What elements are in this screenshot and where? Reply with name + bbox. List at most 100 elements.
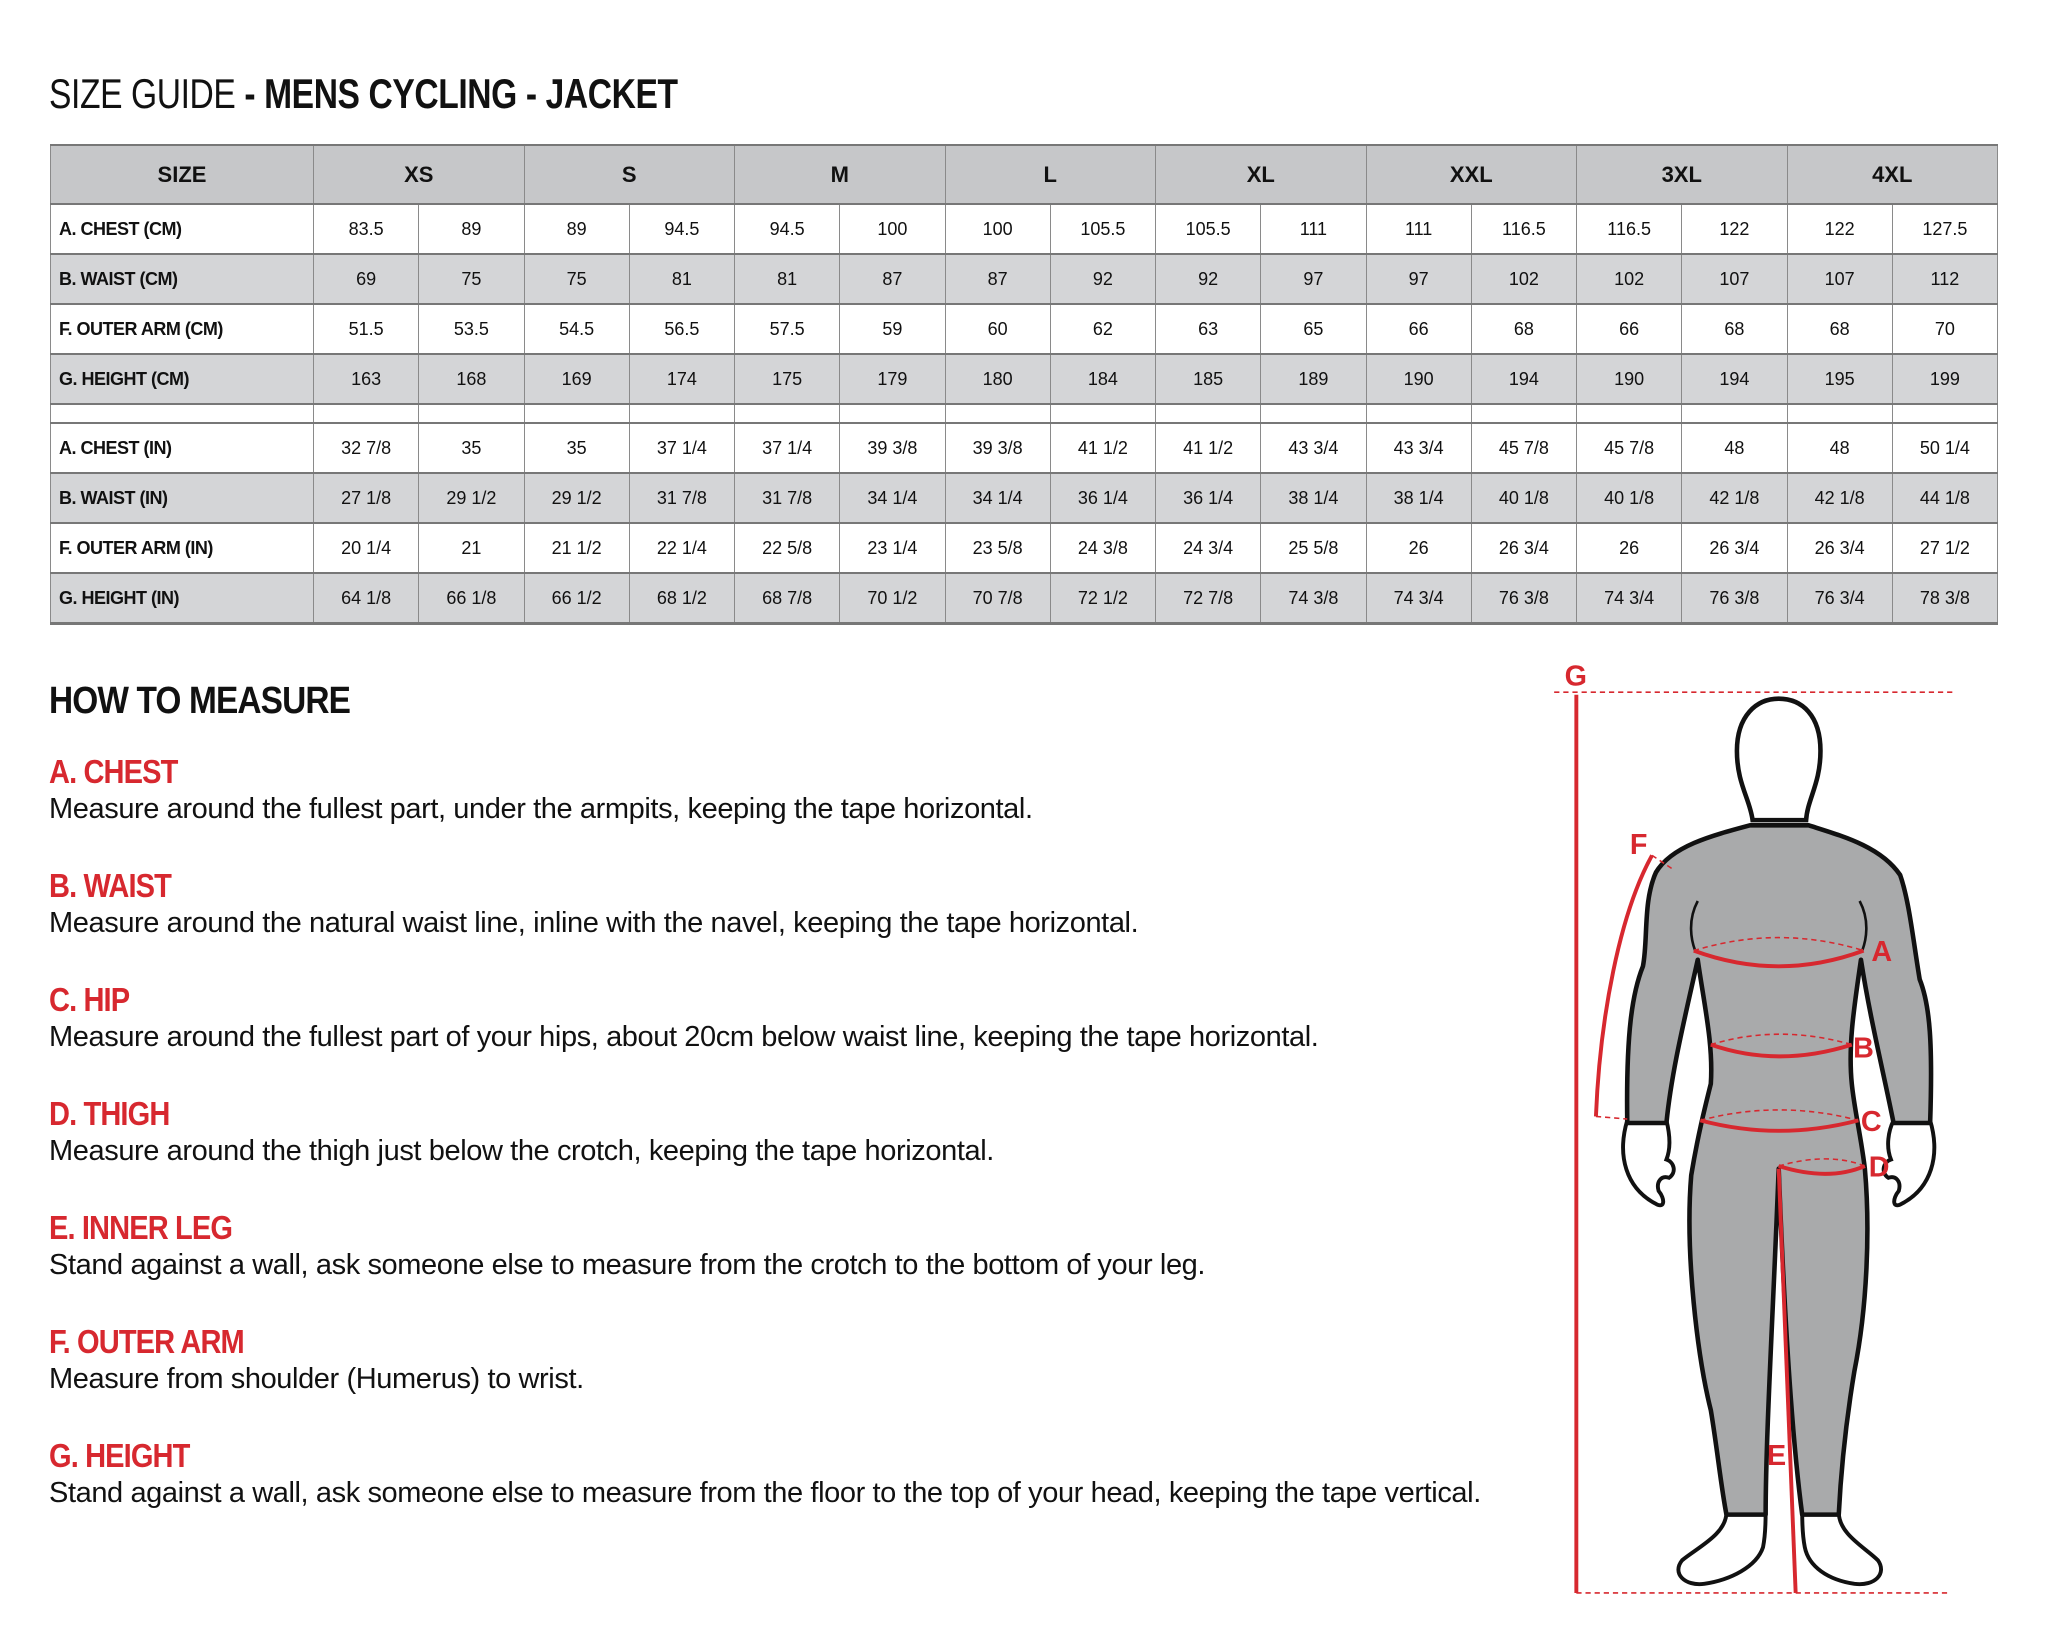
measure-item: B. WAIST Measure around the natural waist…	[49, 867, 1509, 981]
size-header-3xl: 3XL	[1576, 144, 1788, 205]
table-cell: 68 7/8	[733, 572, 841, 625]
table-cell: 163	[312, 353, 420, 405]
table-cell: 87	[839, 253, 946, 305]
table-cell: 87	[944, 253, 1051, 305]
table-cell: 66	[1575, 303, 1683, 355]
row-label: B. WAIST (CM)	[50, 253, 314, 305]
page-title: SIZE GUIDE - MENS CYCLING - JACKET	[49, 70, 678, 118]
table-row: A. CHEST (CM) 83.5 89 89 94.5 94.5 100 100 105.5…	[50, 203, 1999, 255]
row-label: G. HEIGHT (IN)	[50, 572, 314, 625]
waist-band	[1710, 1042, 1853, 1059]
table-cell: 29 1/2	[523, 472, 630, 524]
table-cell: 184	[1049, 353, 1157, 405]
table-cell: 26	[1365, 522, 1472, 574]
table-cell: 45 7/8	[1575, 422, 1683, 474]
size-header-xxl: XXL	[1365, 144, 1577, 205]
table-cell: 107	[1681, 253, 1788, 305]
table-cell: 65	[1260, 303, 1367, 355]
table-cell: 194	[1470, 353, 1578, 405]
spacer-cell	[523, 403, 630, 424]
table-cell: 24 3/8	[1049, 522, 1157, 574]
table-cell: 63	[1154, 303, 1262, 355]
table-cell: 105.5	[1154, 203, 1262, 255]
table-cell: 72 7/8	[1154, 572, 1262, 625]
table-cell: 70	[1891, 303, 1999, 355]
table-cell: 89	[418, 203, 525, 255]
chest-contour	[1689, 900, 1868, 952]
table-cell: 57.5	[733, 303, 841, 355]
table-cell: 56.5	[628, 303, 736, 355]
table-cell: 116.5	[1470, 203, 1578, 255]
table-cell: 69	[312, 253, 420, 305]
marker-g: G	[1565, 661, 1587, 693]
table-cell: 194	[1681, 353, 1788, 405]
table-row: F. OUTER ARM (IN) 20 1/4 21 21 1/2 22 1/4 22 …	[50, 522, 1999, 574]
table-cell: 26 3/4	[1681, 522, 1788, 574]
table-cell: 190	[1575, 353, 1683, 405]
table-cell: 51.5	[312, 303, 420, 355]
table-cell: 81	[628, 253, 736, 305]
marker-a: A	[1871, 936, 1892, 968]
table-cell: 68	[1470, 303, 1578, 355]
measure-label: D. THIGH	[49, 1095, 170, 1132]
table-cell: 68	[1786, 303, 1893, 355]
spacer-cell	[944, 403, 1051, 424]
spacer-cell	[733, 403, 841, 424]
table-cell: 26 3/4	[1470, 522, 1578, 574]
table-cell: 36 1/4	[1049, 472, 1157, 524]
table-cell: 41 1/2	[1154, 422, 1262, 474]
table-row: G. HEIGHT (CM) 163 168 169 174 175 179 180 184 18…	[50, 353, 1999, 405]
size-header-xl: XL	[1155, 144, 1367, 205]
table-cell: 169	[523, 353, 630, 405]
table-cell: 21 1/2	[523, 522, 630, 574]
table-cell: 37 1/4	[733, 422, 841, 474]
measure-text: Measure around the thigh just below the …	[49, 1135, 994, 1167]
table-row: F. OUTER ARM (CM) 51.5 53.5 54.5 56.5 57.5 59 6…	[50, 303, 1999, 355]
thigh-band	[1778, 1164, 1866, 1176]
table-cell: 40 1/8	[1575, 472, 1683, 524]
measure-text: Measure around the fullest part, under t…	[49, 793, 1033, 825]
table-cell: 195	[1786, 353, 1893, 405]
table-cell: 29 1/2	[418, 472, 525, 524]
table-cell: 41 1/2	[1049, 422, 1157, 474]
spacer-cell	[839, 403, 946, 424]
title-bold: - MENS CYCLING - JACKET	[235, 70, 678, 117]
table-cell: 76 3/8	[1681, 572, 1788, 625]
marker-c: C	[1861, 1106, 1882, 1138]
measure-label: F. OUTER ARM	[49, 1323, 245, 1360]
row-label: F. OUTER ARM (IN)	[50, 522, 314, 574]
head-shape	[1734, 696, 1823, 823]
inner-leg-line	[1776, 1168, 1798, 1594]
table-cell: 66	[1365, 303, 1472, 355]
table-cell: 27 1/8	[312, 472, 420, 524]
how-to-measure: HOW TO MEASURE A. CHEST Measure around th…	[49, 680, 1509, 1551]
table-cell: 127.5	[1891, 203, 1999, 255]
table-cell: 190	[1365, 353, 1472, 405]
table-cell: 76 3/8	[1470, 572, 1578, 625]
table-cell: 31 7/8	[628, 472, 736, 524]
table-cell: 22 5/8	[733, 522, 841, 574]
table-row: B. WAIST (IN) 27 1/8 29 1/2 29 1/2 31 7/8 31 …	[50, 472, 1999, 524]
spacer-cell	[1575, 403, 1683, 424]
table-cell: 92	[1154, 253, 1262, 305]
measure-item: F. OUTER ARM Measure from shoulder (Humer…	[49, 1323, 1509, 1437]
table-cell: 74 3/4	[1365, 572, 1472, 625]
table-cell: 42 1/8	[1681, 472, 1788, 524]
left-hand-shape	[1621, 1118, 1676, 1208]
row-label: A. CHEST (IN)	[50, 422, 314, 474]
marker-f: F	[1630, 829, 1648, 861]
table-cell: 70 7/8	[944, 572, 1051, 625]
table-row: G. HEIGHT (IN) 64 1/8 66 1/8 66 1/2 68 1/2 68…	[50, 572, 1999, 625]
table-cell: 175	[733, 353, 841, 405]
row-label: B. WAIST (IN)	[50, 472, 314, 524]
chest-band	[1693, 948, 1865, 969]
table-cell: 89	[523, 203, 630, 255]
table-cell: 75	[418, 253, 525, 305]
table-cell: 24 3/4	[1154, 522, 1262, 574]
table-cell: 116.5	[1575, 203, 1683, 255]
table-cell: 23 1/4	[839, 522, 946, 574]
marker-d: D	[1869, 1151, 1890, 1183]
table-cell: 94.5	[733, 203, 841, 255]
table-cell: 199	[1891, 353, 1999, 405]
table-cell: 97	[1365, 253, 1472, 305]
